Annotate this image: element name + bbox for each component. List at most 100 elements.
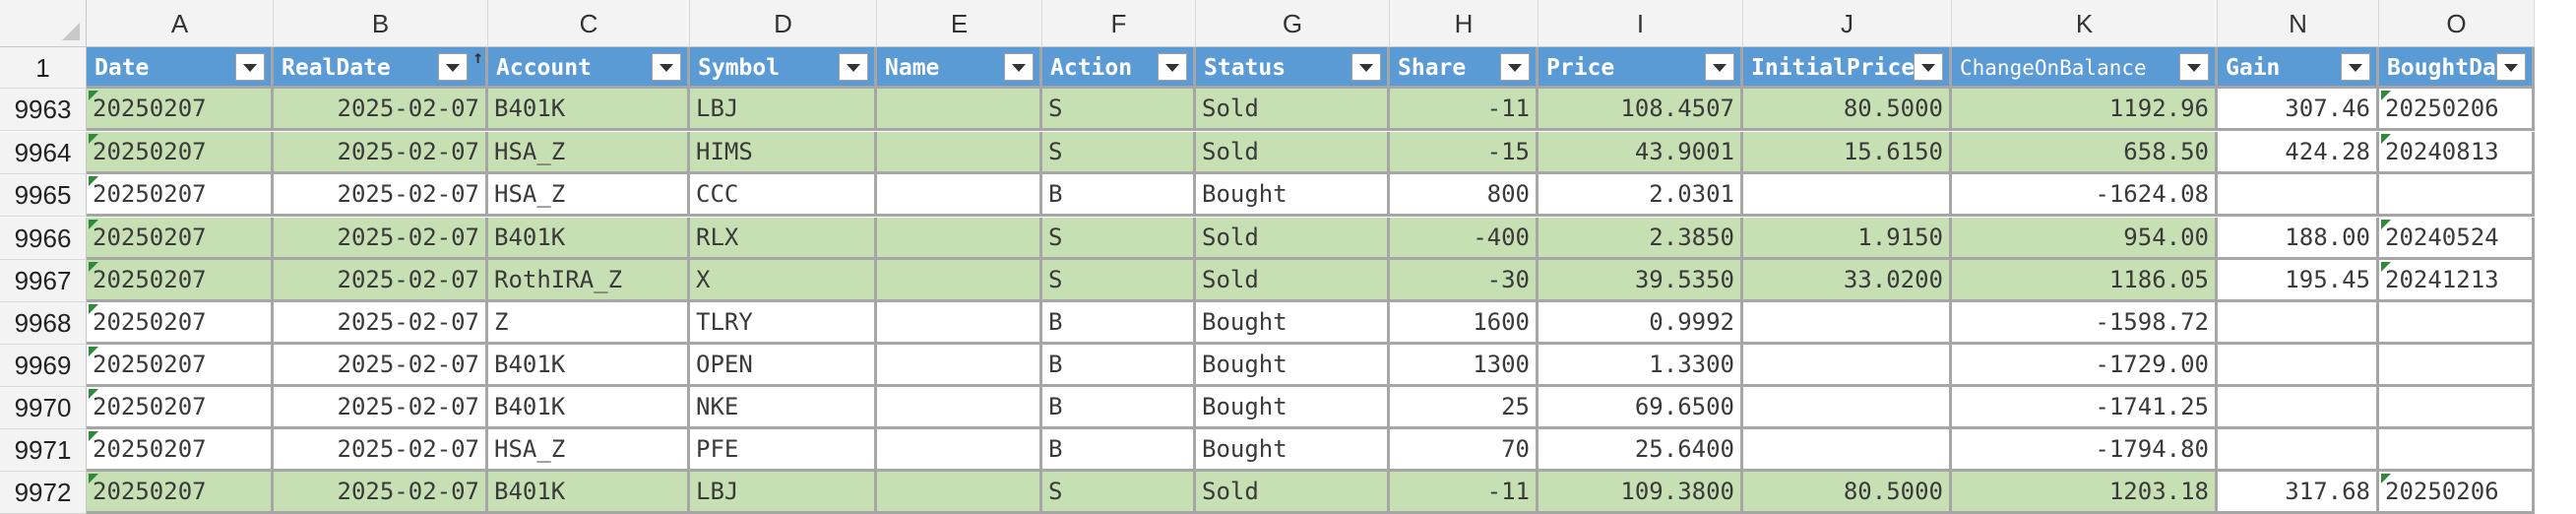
filter-dropdown-icon[interactable] — [1500, 53, 1530, 81]
cell-h9968[interactable]: 1600 — [1390, 302, 1539, 345]
cell-f9964[interactable]: S — [1042, 132, 1196, 174]
cell-o9964[interactable]: 20240813 — [2379, 132, 2535, 174]
row-header-9971[interactable]: 9971 — [0, 429, 87, 472]
cell-d9970[interactable]: NKE — [690, 387, 877, 429]
cell-j9971[interactable] — [1743, 429, 1952, 472]
cell-c9964[interactable]: HSA_Z — [488, 132, 690, 174]
column-header-d[interactable]: D — [690, 0, 877, 47]
cell-h9964[interactable]: -15 — [1390, 132, 1539, 174]
cell-i9963[interactable]: 108.4507 — [1539, 89, 1743, 131]
cell-h9963[interactable]: -11 — [1390, 89, 1539, 131]
cell-e9965[interactable] — [877, 174, 1042, 217]
column-header-b[interactable]: B — [274, 0, 488, 47]
cell-b9972[interactable]: 2025-02-07 — [274, 472, 488, 514]
cell-c9966[interactable]: B401K — [488, 218, 690, 260]
column-header-f[interactable]: F — [1042, 0, 1196, 47]
cell-o9969[interactable] — [2379, 345, 2535, 387]
row-header-1[interactable]: 1 — [0, 47, 87, 89]
cell-g9970[interactable]: Bought — [1196, 387, 1390, 429]
cell-d9972[interactable]: LBJ — [690, 472, 877, 514]
cell-n9965[interactable] — [2218, 174, 2379, 217]
filter-dropdown-icon[interactable] — [1351, 53, 1381, 81]
cell-k9972[interactable]: 1203.18 — [1952, 472, 2218, 514]
cell-d9965[interactable]: CCC — [690, 174, 877, 217]
row-header-9972[interactable]: 9972 — [0, 472, 87, 514]
cell-b9970[interactable]: 2025-02-07 — [274, 387, 488, 429]
field-header-price[interactable]: Price — [1539, 47, 1743, 89]
column-header-h[interactable]: H — [1390, 0, 1539, 47]
cell-f9970[interactable]: B — [1042, 387, 1196, 429]
cell-g9964[interactable]: Sold — [1196, 132, 1390, 174]
cell-i9966[interactable]: 2.3850 — [1539, 218, 1743, 260]
cell-d9967[interactable]: X — [690, 260, 877, 302]
cell-c9969[interactable]: B401K — [488, 345, 690, 387]
cell-c9970[interactable]: B401K — [488, 387, 690, 429]
row-header-9963[interactable]: 9963 — [0, 89, 87, 131]
cell-g9966[interactable]: Sold — [1196, 218, 1390, 260]
cell-i9965[interactable]: 2.0301 — [1539, 174, 1743, 217]
cell-g9969[interactable]: Bought — [1196, 345, 1390, 387]
cell-n9969[interactable] — [2218, 345, 2379, 387]
filter-dropdown-icon[interactable] — [2496, 53, 2526, 81]
cell-n9968[interactable] — [2218, 302, 2379, 345]
cell-n9970[interactable] — [2218, 387, 2379, 429]
cell-k9963[interactable]: 1192.96 — [1952, 89, 2218, 131]
field-header-account[interactable]: Account — [488, 47, 690, 89]
column-header-g[interactable]: G — [1196, 0, 1390, 47]
cell-d9968[interactable]: TLRY — [690, 302, 877, 345]
cell-a9965[interactable]: 20250207 — [87, 174, 274, 217]
cell-b9963[interactable]: 2025-02-07 — [274, 89, 488, 131]
cell-o9965[interactable] — [2379, 174, 2535, 217]
cell-j9968[interactable] — [1743, 302, 1952, 345]
cell-b9968[interactable]: 2025-02-07 — [274, 302, 488, 345]
cell-h9969[interactable]: 1300 — [1390, 345, 1539, 387]
cell-j9966[interactable]: 1.9150 — [1743, 218, 1952, 260]
cell-o9966[interactable]: 20240524 — [2379, 218, 2535, 260]
filter-dropdown-icon[interactable] — [652, 53, 681, 81]
cell-n9963[interactable]: 307.46 — [2218, 89, 2379, 131]
row-header-9964[interactable]: 9964 — [0, 132, 87, 174]
filter-dropdown-icon[interactable] — [438, 53, 468, 81]
cell-f9968[interactable]: B — [1042, 302, 1196, 345]
cell-e9969[interactable] — [877, 345, 1042, 387]
cell-j9972[interactable]: 80.5000 — [1743, 472, 1952, 514]
field-header-gain[interactable]: Gain — [2218, 47, 2379, 89]
column-header-c[interactable]: C — [488, 0, 690, 47]
cell-e9964[interactable] — [877, 132, 1042, 174]
cell-d9971[interactable]: PFE — [690, 429, 877, 472]
cell-o9967[interactable]: 20241213 — [2379, 260, 2535, 302]
cell-g9972[interactable]: Sold — [1196, 472, 1390, 514]
row-header-9968[interactable]: 9968 — [0, 302, 87, 345]
cell-k9968[interactable]: -1598.72 — [1952, 302, 2218, 345]
cell-c9965[interactable]: HSA_Z — [488, 174, 690, 217]
cell-f9969[interactable]: B — [1042, 345, 1196, 387]
cell-j9963[interactable]: 80.5000 — [1743, 89, 1952, 131]
cell-a9966[interactable]: 20250207 — [87, 218, 274, 260]
cell-a9969[interactable]: 20250207 — [87, 345, 274, 387]
cell-a9972[interactable]: 20250207 — [87, 472, 274, 514]
filter-dropdown-icon[interactable] — [1705, 53, 1734, 81]
cell-g9968[interactable]: Bought — [1196, 302, 1390, 345]
cell-a9970[interactable]: 20250207 — [87, 387, 274, 429]
cell-n9971[interactable] — [2218, 429, 2379, 472]
cell-o9972[interactable]: 20250206 — [2379, 472, 2535, 514]
filter-dropdown-icon[interactable] — [235, 53, 265, 81]
cell-e9972[interactable] — [877, 472, 1042, 514]
cell-f9971[interactable]: B — [1042, 429, 1196, 472]
field-header-symbol[interactable]: Symbol — [690, 47, 877, 89]
cell-n9972[interactable]: 317.68 — [2218, 472, 2379, 514]
cell-g9965[interactable]: Bought — [1196, 174, 1390, 217]
select-all-corner[interactable] — [0, 0, 87, 47]
cell-j9967[interactable]: 33.0200 — [1743, 260, 1952, 302]
cell-e9970[interactable] — [877, 387, 1042, 429]
cell-d9966[interactable]: RLX — [690, 218, 877, 260]
cell-j9964[interactable]: 15.6150 — [1743, 132, 1952, 174]
cell-c9967[interactable]: RothIRA_Z — [488, 260, 690, 302]
filter-dropdown-icon[interactable] — [2341, 53, 2370, 81]
cell-j9965[interactable] — [1743, 174, 1952, 217]
cell-o9963[interactable]: 20250206 — [2379, 89, 2535, 131]
cell-e9967[interactable] — [877, 260, 1042, 302]
cell-b9966[interactable]: 2025-02-07 — [274, 218, 488, 260]
cell-j9969[interactable] — [1743, 345, 1952, 387]
cell-c9971[interactable]: HSA_Z — [488, 429, 690, 472]
